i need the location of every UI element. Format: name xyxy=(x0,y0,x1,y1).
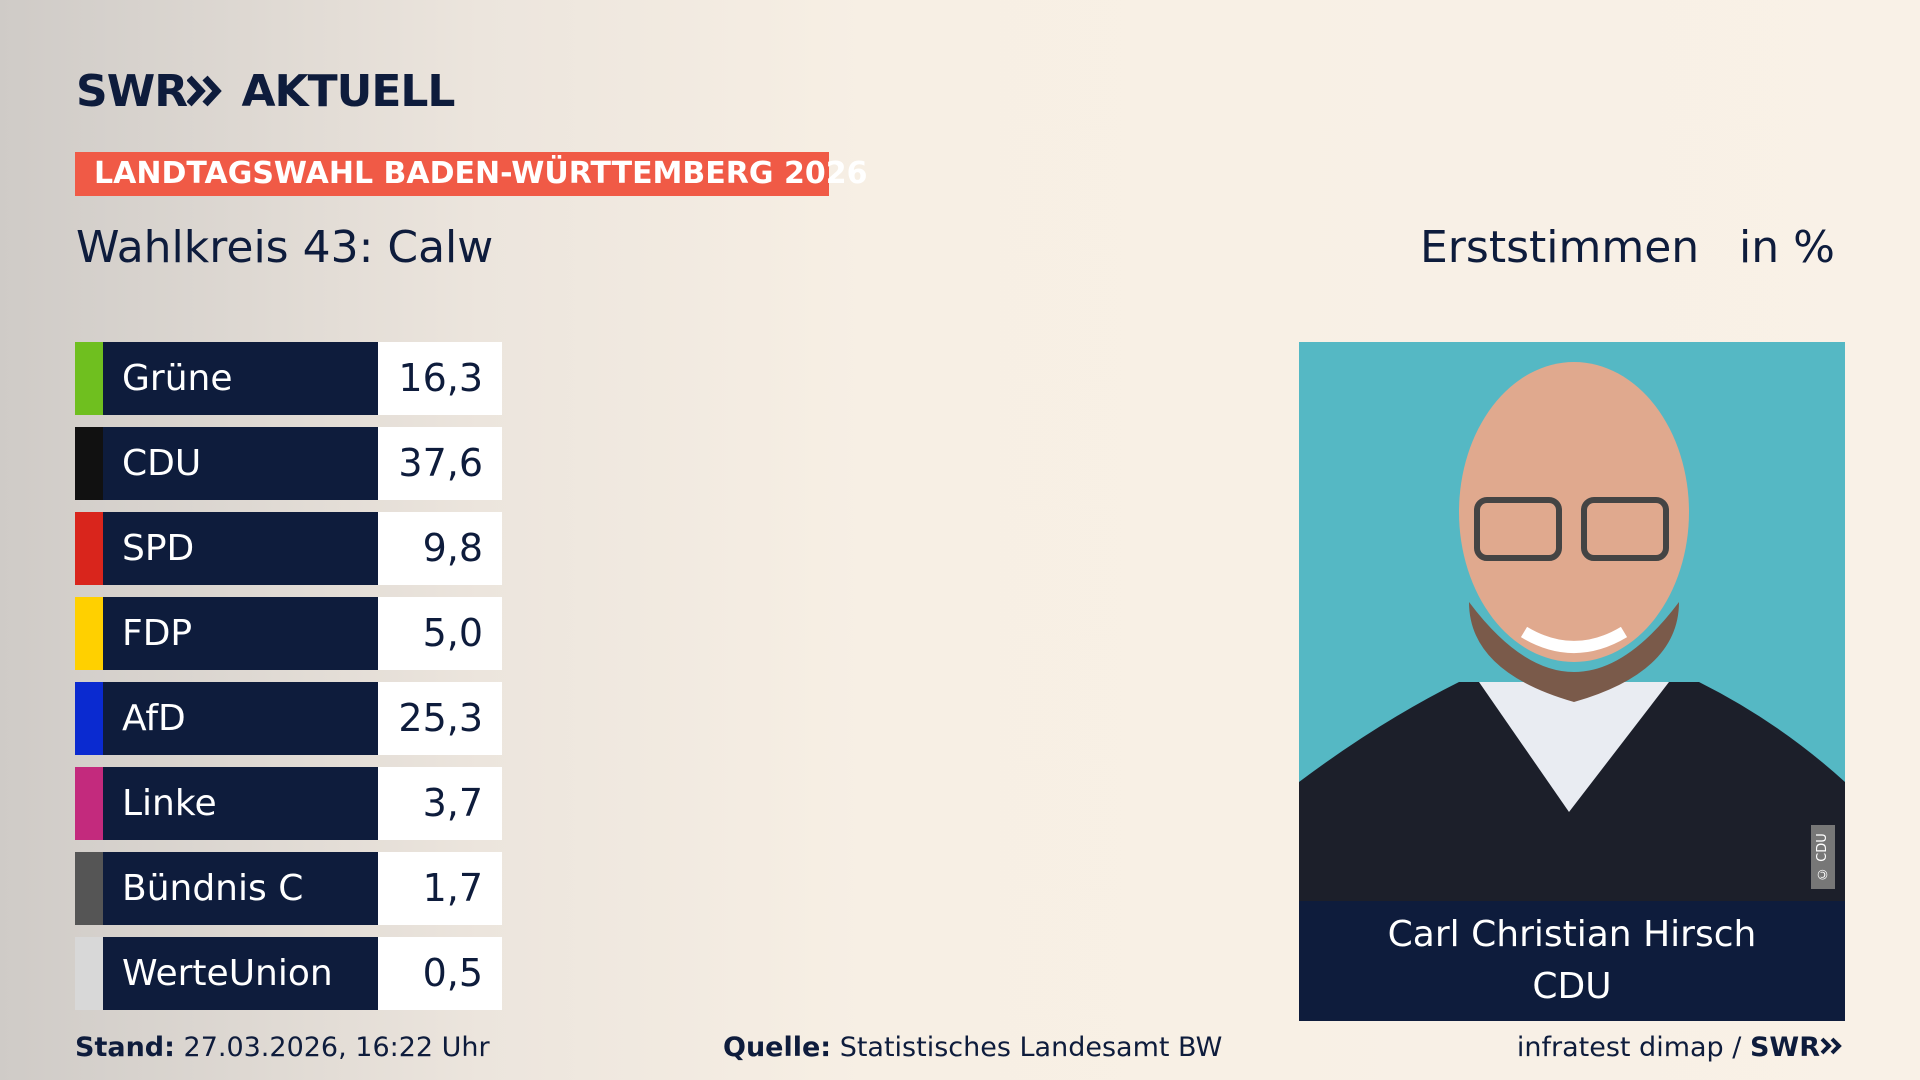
logo: SWR AKTUELL xyxy=(76,66,455,117)
photo-illustration xyxy=(1299,362,1845,901)
logo-brand: AKTUELL xyxy=(241,66,455,117)
district: Wahlkreis 43: Calw xyxy=(76,222,494,273)
party-value: 16,3 xyxy=(378,342,502,415)
banner: LANDTAGSWAHL BADEN-WÜRTTEMBERG 2026 xyxy=(75,152,867,196)
candidate-party: CDU xyxy=(1532,966,1612,1007)
result-row: Bündnis C 1,7 xyxy=(75,852,505,925)
candidate-name: Carl Christian Hirsch xyxy=(1387,914,1757,955)
result-row: FDP 5,0 xyxy=(75,597,505,670)
party-value: 9,8 xyxy=(378,512,502,585)
footer-logo: SWR xyxy=(1749,1032,1820,1063)
footer-credit: infratest dimap / SWR xyxy=(1517,1032,1844,1063)
party-value: 1,7 xyxy=(378,852,502,925)
stand-label: Stand: xyxy=(75,1032,175,1063)
credit: infratest dimap / xyxy=(1516,1032,1742,1063)
party-color xyxy=(75,597,103,670)
party-value: 37,6 xyxy=(378,427,502,500)
footer-chevrons xyxy=(1820,1037,1842,1055)
result-row: WerteUnion 0,5 xyxy=(75,937,505,1010)
party-color xyxy=(75,937,103,1010)
logo-chevrons xyxy=(186,75,222,107)
party-color xyxy=(75,427,103,500)
stand: 27.03.2026, 16:22 Uhr xyxy=(183,1032,490,1063)
party-value: 25,3 xyxy=(378,682,502,755)
result-row: Grüne 16,3 xyxy=(75,342,505,415)
result-row: Linke 3,7 xyxy=(75,767,505,840)
result-row: SPD 9,8 xyxy=(75,512,505,585)
footer-source: Quelle: Statistisches Landesamt BW xyxy=(723,1032,1222,1063)
party-color xyxy=(75,767,103,840)
result-row: CDU 37,6 xyxy=(75,427,505,500)
party-value: 5,0 xyxy=(378,597,502,670)
logo-swr: SWR xyxy=(76,66,188,117)
source-label: Quelle: xyxy=(723,1032,832,1063)
candidate-box: Carl Christian Hirsch CDU xyxy=(1299,901,1845,1021)
party-value: 0,5 xyxy=(378,937,502,1010)
party-color xyxy=(75,512,103,585)
party-color xyxy=(75,852,103,925)
unit: in % xyxy=(1739,222,1835,273)
result-row: AfD 25,3 xyxy=(75,682,505,755)
photo-credit: © CDU xyxy=(1811,825,1835,889)
vote-type: Erststimmen xyxy=(1420,222,1700,273)
source: Statistisches Landesamt BW xyxy=(839,1032,1223,1063)
party-color xyxy=(75,682,103,755)
candidate-photo: © CDU xyxy=(1299,342,1845,901)
party-value: 3,7 xyxy=(378,767,502,840)
footer-stand: Stand: 27.03.2026, 16:22 Uhr xyxy=(75,1032,490,1063)
party-color xyxy=(75,342,103,415)
